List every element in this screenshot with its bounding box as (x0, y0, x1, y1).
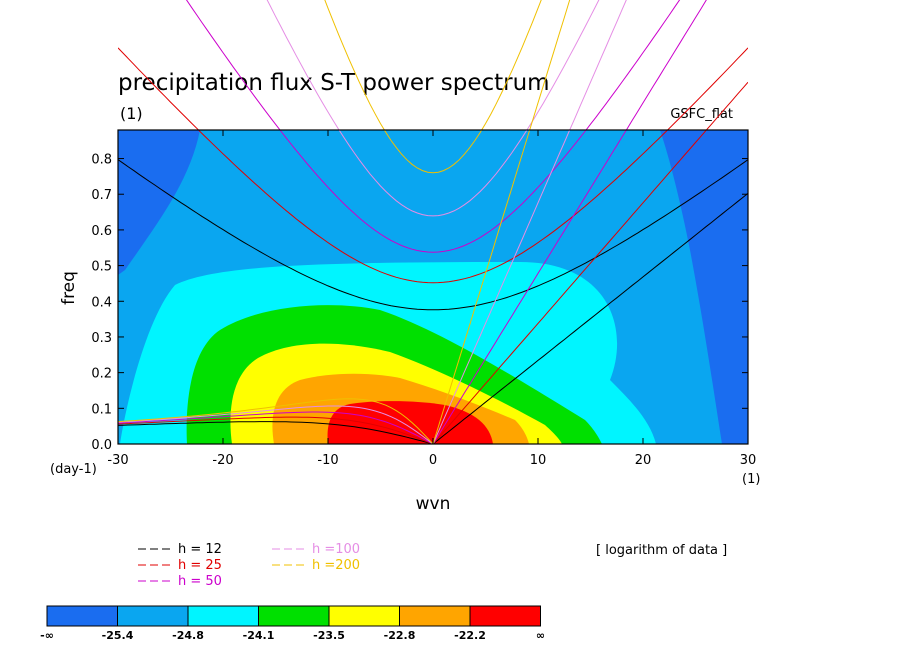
colorbar-swatch (258, 605, 330, 627)
contour-level-7 (327, 401, 493, 444)
inertia-gravity-curve (324, 0, 542, 174)
colorbar-swatch (117, 605, 189, 627)
colorbar-label: -22.8 (384, 629, 416, 642)
y-unit-label: (day-1) (50, 462, 97, 477)
chart-title: precipitation flux S-T power spectrum (118, 70, 550, 96)
kelvin-curve (432, 0, 627, 444)
colorbar: -∞ -25.4 -24.8 -24.1 -23.5 -22.8 -22.2 ∞ (40, 605, 545, 642)
legend-label: h = 12 (178, 542, 222, 557)
rossby-curve (118, 416, 434, 444)
y-tick-label: 0.7 (91, 188, 112, 203)
contour-level-lowest-left (118, 130, 200, 275)
contour-level-lowest-right (660, 130, 748, 444)
colorbar-label: -∞ (40, 629, 54, 642)
legend-label: h =100 (312, 542, 360, 557)
y-tick-label: 0.8 (91, 153, 112, 168)
x-tick-label: 20 (635, 453, 652, 468)
rossby-curve (118, 405, 434, 444)
colorbar-label: ∞ (536, 629, 545, 642)
y-tick-label: 0.6 (91, 224, 112, 239)
x-tick-label: -20 (212, 453, 233, 468)
kelvin-curve (432, 81, 748, 444)
colorbar-label: -25.4 (102, 629, 134, 642)
inertia-gravity-curve (266, 0, 600, 217)
dispersion-curves (118, 0, 748, 444)
y-tick-label: 0.1 (91, 402, 112, 417)
y-axis: 0.0 0.1 0.2 0.3 0.4 0.5 0.6 0.7 0.8 (91, 153, 748, 453)
rossby-curve (118, 411, 434, 444)
colorbar-label: -24.1 (243, 629, 275, 642)
inertia-gravity-curve (118, 159, 748, 311)
x-tick-label: 0 (429, 453, 437, 468)
y-tick-label: 0.2 (91, 367, 112, 382)
y-tick-label: 0.5 (91, 260, 112, 275)
colorbar-label: -23.5 (313, 629, 345, 642)
x-axis-label: wvn (416, 494, 451, 514)
kelvin-curve (432, 192, 748, 444)
x-tick-label: 30 (740, 453, 757, 468)
y-tick-label: 0.4 (91, 295, 112, 310)
legend-label: h = 25 (178, 558, 222, 573)
colorbar-swatch (399, 605, 471, 627)
y-tick-label: 0.0 (91, 438, 112, 453)
x-tick-label: 10 (530, 453, 547, 468)
kelvin-curve (432, 0, 707, 444)
data-note: [ logarithm of data ] (596, 543, 727, 558)
colorbar-swatch (469, 605, 541, 627)
colorbar-swatch (328, 605, 400, 627)
inertia-gravity-curve (185, 0, 681, 253)
x-tick-label: -30 (107, 453, 128, 468)
colorbar-label: -24.8 (172, 629, 204, 642)
chart-subtitle: (1) (120, 104, 143, 123)
colorbar-swatch (46, 605, 118, 627)
x-axis: -30 -20 -10 0 10 20 30 (107, 130, 756, 468)
inertia-gravity-curve (118, 47, 748, 284)
rossby-curve (118, 398, 434, 444)
kelvin-curve (432, 0, 571, 444)
x-unit-label: (1) (742, 472, 760, 487)
rossby-curve (118, 421, 434, 444)
y-axis-label: freq (59, 271, 79, 305)
legend-label: h =200 (312, 558, 360, 573)
colorbar-swatch (187, 605, 259, 627)
x-tick-label: -10 (317, 453, 338, 468)
dataset-label: GSFC_flat (670, 107, 733, 122)
colorbar-label: -22.2 (454, 629, 486, 642)
y-tick-label: 0.3 (91, 331, 112, 346)
heatmap-plot-area (118, 130, 748, 444)
legend-label: h = 50 (178, 574, 222, 589)
